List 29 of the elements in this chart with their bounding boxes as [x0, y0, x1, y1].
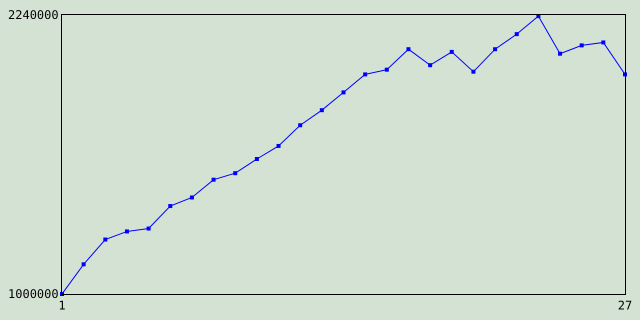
point: [168, 204, 172, 208]
point: [342, 90, 346, 94]
point: [82, 262, 86, 266]
point: [363, 72, 368, 76]
point: [124, 229, 129, 234]
point: [493, 47, 498, 52]
y-tick-label: 2240000: [8, 8, 59, 22]
point: [514, 32, 519, 36]
point: [558, 52, 562, 56]
x-tick-label: 27: [618, 298, 632, 312]
point: [320, 108, 324, 112]
point: [212, 178, 216, 182]
point: [450, 50, 454, 54]
point: [146, 226, 151, 231]
x-tick-label: 1: [58, 298, 66, 312]
y-tick-label: 1000000: [8, 287, 59, 302]
point: [298, 123, 302, 128]
line-series: [60, 14, 627, 296]
point: [406, 47, 410, 52]
point: [233, 171, 238, 176]
point: [254, 157, 259, 161]
point: [103, 238, 108, 242]
point: [601, 40, 606, 44]
point: [384, 68, 389, 72]
point: [276, 144, 281, 148]
point: [471, 70, 476, 74]
point: [428, 63, 432, 68]
point: [190, 195, 194, 200]
point: [580, 43, 584, 48]
